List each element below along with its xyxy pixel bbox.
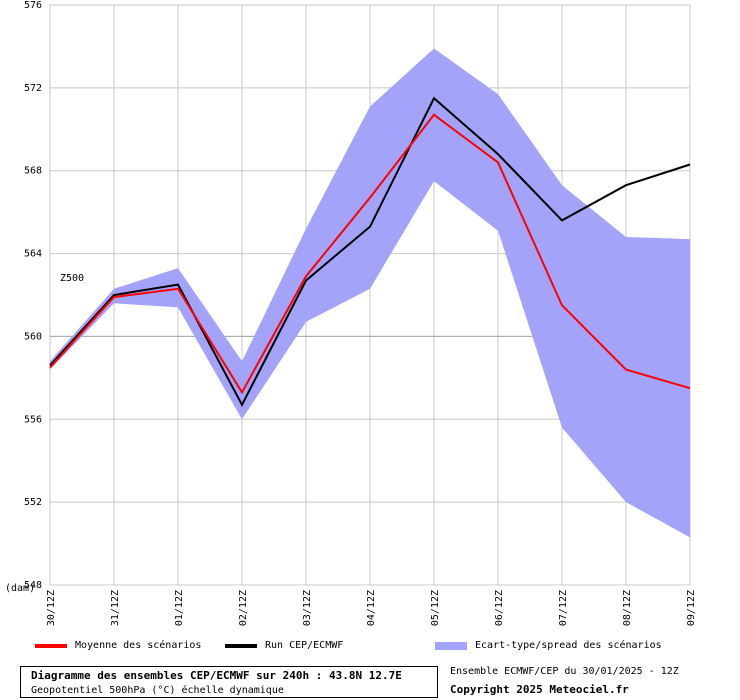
x-tick-label-10: 09/12Z xyxy=(686,590,697,626)
legend-label-spread: Ecart-type/spread des scénarios xyxy=(475,640,662,651)
spread-band xyxy=(50,48,690,538)
x-tick-label-1: 31/12Z xyxy=(110,590,121,626)
unit-label: (dam) xyxy=(5,583,35,594)
legend: Moyenne des scénarios Run CEP/ECMWF Ecar… xyxy=(0,640,740,656)
x-tick-label-9: 08/12Z xyxy=(622,590,633,626)
x-tick-label-0: 30/12Z xyxy=(46,590,57,626)
series-lines xyxy=(49,96,691,407)
y-tick-label-5: 568 xyxy=(24,166,42,177)
series-line-1 xyxy=(49,96,691,407)
y-tick-label-4: 564 xyxy=(24,249,42,260)
x-tick-label-4: 03/12Z xyxy=(302,590,313,626)
legend-swatch-spread xyxy=(435,641,467,650)
legend-label-run: Run CEP/ECMWF xyxy=(265,640,344,651)
series-line-0 xyxy=(49,113,691,395)
ensemble-chart: 548 552 556 560 564 568 572 576 30/12Z 31/12Z 01/… xyxy=(5,0,697,626)
footer-subtitle: Geopotentiel 500hPa (°C) échelle dynamiq… xyxy=(31,685,284,696)
variable-label: Z500 xyxy=(60,273,84,284)
y-tick-label-6: 572 xyxy=(24,83,42,94)
x-tick-label-3: 02/12Z xyxy=(238,590,249,626)
legend-swatch-run xyxy=(225,643,257,648)
x-tick-label-8: 07/12Z xyxy=(558,590,569,626)
legend-item-mean: Moyenne des scénarios xyxy=(35,640,201,651)
legend-item-run: Run CEP/ECMWF xyxy=(225,640,343,651)
legend-swatch-mean xyxy=(35,643,67,648)
x-axis-ticks: 30/12Z 31/12Z 01/12Z 02/12Z 03/12Z 04/12Z 05/1… xyxy=(46,590,697,626)
footer-info-box: Diagramme des ensembles CEP/ECMWF sur 24… xyxy=(20,666,438,698)
copyright: Copyright 2025 Meteociel.fr xyxy=(450,683,629,696)
x-tick-label-2: 01/12Z xyxy=(174,590,185,626)
x-tick-label-6: 05/12Z xyxy=(430,590,441,626)
y-tick-label-1: 552 xyxy=(24,497,42,508)
legend-label-mean: Moyenne des scénarios xyxy=(75,640,202,651)
y-tick-label-2: 556 xyxy=(24,414,42,425)
y-axis-ticks: 548 552 556 560 564 568 572 576 xyxy=(24,0,42,591)
y-tick-label-7: 576 xyxy=(24,0,42,11)
legend-item-spread: Ecart-type/spread des scénarios xyxy=(435,640,662,651)
footer-title: Diagramme des ensembles CEP/ECMWF sur 24… xyxy=(31,669,402,682)
x-tick-label-5: 04/12Z xyxy=(366,590,377,626)
footer-right: Ensemble ECMWF/CEP du 30/01/2025 - 12Z C… xyxy=(450,666,735,696)
x-tick-label-7: 06/12Z xyxy=(494,590,505,626)
ensemble-info: Ensemble ECMWF/CEP du 30/01/2025 - 12Z xyxy=(450,666,679,677)
y-tick-label-0: 548 xyxy=(24,580,42,591)
y-tick-label-3: 560 xyxy=(24,331,42,342)
